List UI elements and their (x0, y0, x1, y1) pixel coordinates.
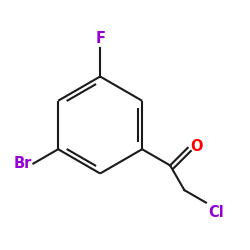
Text: F: F (95, 31, 105, 46)
Text: Br: Br (14, 156, 32, 171)
Text: O: O (190, 139, 203, 154)
Text: Cl: Cl (208, 204, 224, 220)
